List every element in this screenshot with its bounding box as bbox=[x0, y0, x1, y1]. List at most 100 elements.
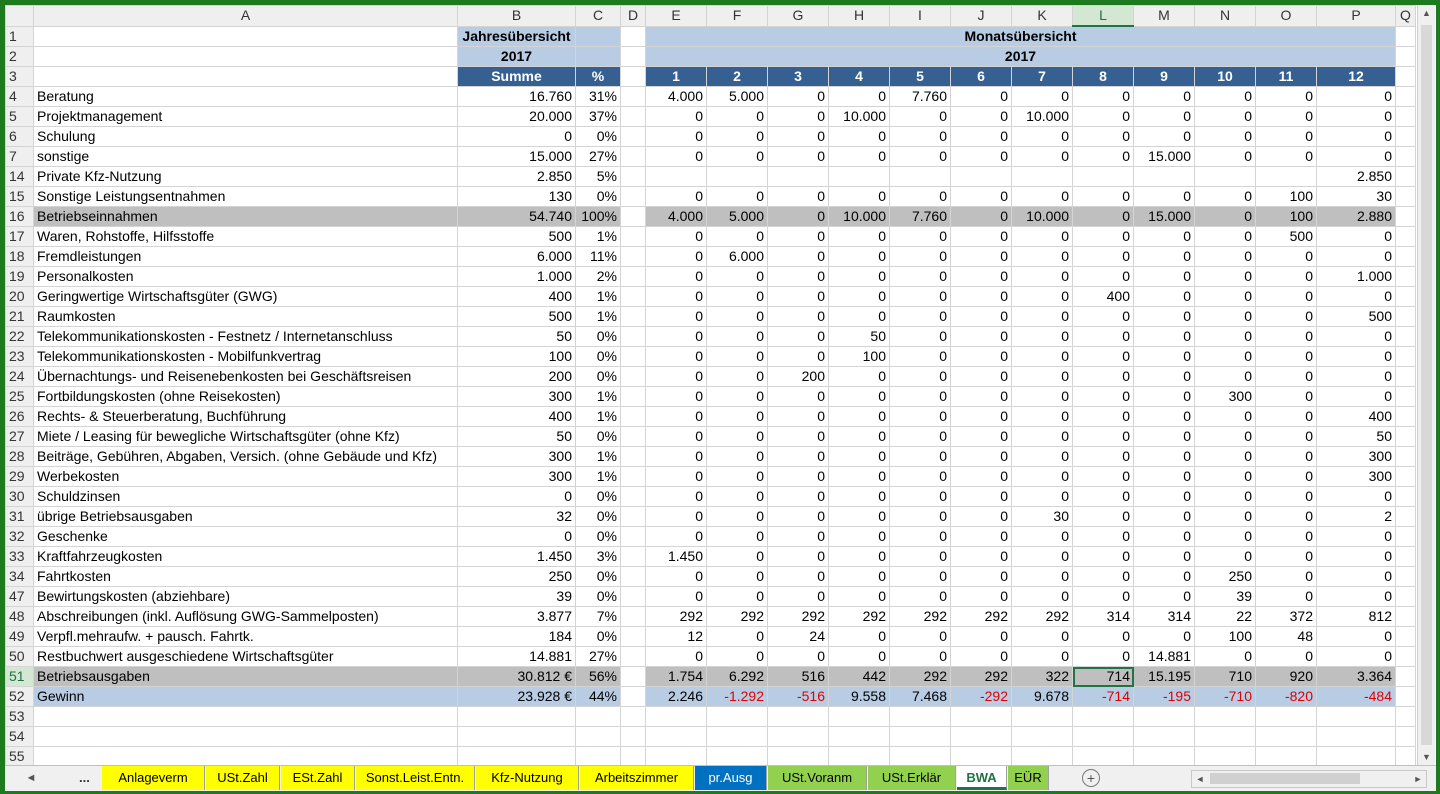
month-cell-12[interactable]: -484 bbox=[1316, 686, 1396, 707]
month-cell-11[interactable]: 0 bbox=[1255, 646, 1317, 667]
cell-q[interactable] bbox=[1395, 106, 1416, 127]
row-label[interactable]: Abschreibungen (inkl. Auflösung GWG-Samm… bbox=[33, 606, 458, 627]
sum-cell[interactable]: 200 bbox=[457, 366, 576, 387]
cell-d[interactable] bbox=[620, 526, 646, 547]
row-label[interactable]: Rechts- & Steuerberatung, Buchführung bbox=[33, 406, 458, 427]
month-cell-9[interactable]: 0 bbox=[1133, 366, 1195, 387]
empty-cell[interactable] bbox=[1194, 746, 1256, 765]
month-cell-11[interactable]: 920 bbox=[1255, 666, 1317, 687]
month-cell-6[interactable]: 0 bbox=[950, 506, 1012, 527]
month-cell-10[interactable]: 0 bbox=[1194, 126, 1256, 147]
month-cell-1[interactable]: 0 bbox=[645, 186, 707, 207]
pct-cell[interactable]: 0% bbox=[575, 186, 621, 207]
month-cell-8[interactable]: -714 bbox=[1072, 686, 1134, 707]
month-cell-11[interactable]: 0 bbox=[1255, 546, 1317, 567]
cell-q[interactable] bbox=[1395, 606, 1416, 627]
month-cell-11[interactable]: 0 bbox=[1255, 366, 1317, 387]
row-label[interactable]: Private Kfz-Nutzung bbox=[33, 166, 458, 187]
month-cell-12[interactable]: 0 bbox=[1316, 646, 1396, 667]
cell-q[interactable] bbox=[1395, 386, 1416, 407]
pct-cell[interactable]: 1% bbox=[575, 406, 621, 427]
empty-cell[interactable] bbox=[950, 726, 1012, 747]
month-cell-5[interactable] bbox=[889, 166, 951, 187]
month-cell-1[interactable]: 0 bbox=[645, 286, 707, 307]
pct-cell[interactable]: 0% bbox=[575, 506, 621, 527]
column-header-a[interactable]: A bbox=[33, 5, 458, 27]
pct-cell[interactable]: 11% bbox=[575, 246, 621, 267]
sum-cell[interactable]: 0 bbox=[457, 486, 576, 507]
pct-cell[interactable]: 1% bbox=[575, 226, 621, 247]
month-cell-9[interactable]: 0 bbox=[1133, 566, 1195, 587]
month-cell-8[interactable]: 314 bbox=[1072, 606, 1134, 627]
month-cell-1[interactable]: 0 bbox=[645, 346, 707, 367]
month-cell-1[interactable]: 1.450 bbox=[645, 546, 707, 567]
cell-d[interactable] bbox=[620, 246, 646, 267]
month-cell-4[interactable]: 0 bbox=[828, 546, 890, 567]
pct-cell[interactable]: 7% bbox=[575, 606, 621, 627]
month-cell-11[interactable]: 0 bbox=[1255, 386, 1317, 407]
month-cell-9[interactable]: 0 bbox=[1133, 286, 1195, 307]
month-cell-12[interactable]: 0 bbox=[1316, 626, 1396, 647]
month-cell-6[interactable]: 0 bbox=[950, 466, 1012, 487]
pct-cell[interactable]: 31% bbox=[575, 86, 621, 107]
empty-cell[interactable] bbox=[1011, 706, 1073, 727]
sum-cell[interactable]: 1.450 bbox=[457, 546, 576, 567]
column-header-k[interactable]: K bbox=[1011, 5, 1073, 27]
month-cell-8[interactable]: 0 bbox=[1072, 306, 1134, 327]
sum-cell[interactable]: 23.928 € bbox=[457, 686, 576, 707]
month-cell-9[interactable]: 0 bbox=[1133, 506, 1195, 527]
month-cell-11[interactable]: 0 bbox=[1255, 86, 1317, 107]
month-cell-10[interactable]: 0 bbox=[1194, 246, 1256, 267]
month-cell-7[interactable]: 0 bbox=[1011, 146, 1073, 167]
cell-q[interactable] bbox=[1395, 446, 1416, 467]
month-cell-5[interactable]: 0 bbox=[889, 226, 951, 247]
month-cell-5[interactable]: 7.760 bbox=[889, 206, 951, 227]
month-cell-2[interactable]: 0 bbox=[706, 226, 768, 247]
empty-cell[interactable] bbox=[645, 706, 707, 727]
row-label[interactable]: Raumkosten bbox=[33, 306, 458, 327]
month-header-7[interactable]: 7 bbox=[1011, 66, 1073, 87]
pct-cell[interactable]: 3% bbox=[575, 546, 621, 567]
month-cell-2[interactable]: 0 bbox=[706, 526, 768, 547]
month-cell-5[interactable]: 0 bbox=[889, 366, 951, 387]
month-cell-7[interactable]: 0 bbox=[1011, 466, 1073, 487]
month-cell-9[interactable]: 15.000 bbox=[1133, 146, 1195, 167]
cell-d[interactable] bbox=[620, 66, 646, 87]
month-cell-9[interactable]: 0 bbox=[1133, 126, 1195, 147]
month-cell-1[interactable]: 292 bbox=[645, 606, 707, 627]
month-cell-10[interactable]: 0 bbox=[1194, 306, 1256, 327]
pct-cell[interactable]: 1% bbox=[575, 466, 621, 487]
month-cell-5[interactable]: 0 bbox=[889, 386, 951, 407]
month-cell-11[interactable]: 0 bbox=[1255, 586, 1317, 607]
month-cell-3[interactable]: 24 bbox=[767, 626, 829, 647]
month-cell-9[interactable]: 0 bbox=[1133, 266, 1195, 287]
row-header[interactable]: 6 bbox=[5, 126, 34, 147]
month-cell-10[interactable]: 0 bbox=[1194, 186, 1256, 207]
month-cell-1[interactable]: 0 bbox=[645, 326, 707, 347]
tab-sonst-leist-entn-[interactable]: Sonst.Leist.Entn. bbox=[356, 766, 475, 790]
row-label[interactable]: Personalkosten bbox=[33, 266, 458, 287]
cell-d[interactable] bbox=[620, 426, 646, 447]
month-cell-4[interactable]: 50 bbox=[828, 326, 890, 347]
month-cell-11[interactable]: 0 bbox=[1255, 326, 1317, 347]
cell-q[interactable] bbox=[1395, 306, 1416, 327]
month-cell-7[interactable] bbox=[1011, 166, 1073, 187]
month-cell-1[interactable]: 0 bbox=[645, 646, 707, 667]
row-header[interactable]: 23 bbox=[5, 346, 34, 367]
column-header-n[interactable]: N bbox=[1194, 5, 1256, 27]
month-cell-9[interactable]: 0 bbox=[1133, 346, 1195, 367]
month-cell-2[interactable]: 0 bbox=[706, 626, 768, 647]
month-cell-11[interactable]: 500 bbox=[1255, 226, 1317, 247]
month-cell-6[interactable]: -292 bbox=[950, 686, 1012, 707]
month-cell-9[interactable]: -195 bbox=[1133, 686, 1195, 707]
row-header[interactable]: 15 bbox=[5, 186, 34, 207]
empty-cell[interactable] bbox=[767, 746, 829, 765]
column-header-h[interactable]: H bbox=[828, 5, 890, 27]
month-cell-1[interactable]: 0 bbox=[645, 306, 707, 327]
empty-cell[interactable] bbox=[33, 746, 458, 765]
month-cell-9[interactable]: 0 bbox=[1133, 466, 1195, 487]
month-cell-6[interactable]: 0 bbox=[950, 86, 1012, 107]
row-header[interactable]: 14 bbox=[5, 166, 34, 187]
month-cell-11[interactable]: 0 bbox=[1255, 286, 1317, 307]
month-cell-9[interactable]: 0 bbox=[1133, 486, 1195, 507]
